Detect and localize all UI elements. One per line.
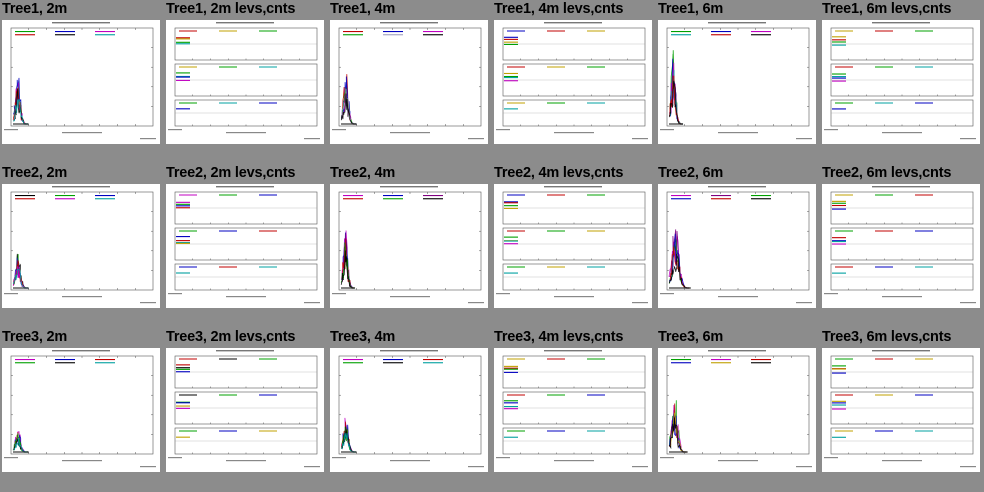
plot-cell[interactable]: Tree1, 6m levs,cnts [820,0,984,164]
plot-thumbnail[interactable] [330,184,488,308]
plot-thumbnail[interactable] [166,184,324,308]
plot-cell[interactable]: Tree3, 2m [0,328,164,492]
plot-title: Tree1, 2m [2,1,68,17]
plot-cell[interactable]: Tree2, 6m [656,164,820,328]
plot-title: Tree3, 4m [330,329,396,345]
plot-title: Tree1, 4m levs,cnts [494,1,624,17]
plot-title: Tree2, 6m levs,cnts [822,165,952,181]
plot-thumbnail[interactable] [658,184,816,308]
plot-thumbnail[interactable] [166,348,324,472]
plot-thumbnail[interactable] [330,348,488,472]
plot-title: Tree3, 2m [2,329,68,345]
plot-image [496,22,648,140]
plot-title: Tree3, 2m levs,cnts [166,329,296,345]
plot-thumbnail[interactable] [2,184,160,308]
plot-image [4,350,156,468]
plot-cell[interactable]: Tree2, 4m levs,cnts [492,164,656,328]
plot-cell[interactable]: Tree1, 2m [0,0,164,164]
plot-image [332,350,484,468]
plot-image [4,22,156,140]
plot-title: Tree1, 4m [330,1,396,17]
plot-thumbnail[interactable] [330,20,488,144]
plot-cell[interactable]: Tree3, 6m levs,cnts [820,328,984,492]
plot-thumbnail[interactable] [494,184,652,308]
plot-title: Tree2, 2m levs,cnts [166,165,296,181]
plot-cell[interactable]: Tree1, 2m levs,cnts [164,0,328,164]
plot-cell[interactable]: Tree1, 6m [656,0,820,164]
plot-image [496,186,648,304]
plot-image [168,350,320,468]
plot-image [660,186,812,304]
plot-cell[interactable]: Tree1, 4m levs,cnts [492,0,656,164]
plot-title: Tree3, 6m [658,329,724,345]
plot-thumbnail[interactable] [2,20,160,144]
plot-cell[interactable]: Tree3, 6m [656,328,820,492]
plot-image [4,186,156,304]
plot-title: Tree1, 6m levs,cnts [822,1,952,17]
plot-cell[interactable]: Tree3, 4m levs,cnts [492,328,656,492]
plot-cell[interactable]: Tree2, 2m levs,cnts [164,164,328,328]
plot-title: Tree1, 6m [658,1,724,17]
plot-image [332,22,484,140]
plot-image [168,186,320,304]
plot-title: Tree3, 4m levs,cnts [494,329,624,345]
plot-image [824,350,976,468]
plot-thumbnail[interactable] [822,348,980,472]
plot-cell[interactable]: Tree3, 2m levs,cnts [164,328,328,492]
plot-thumbnail[interactable] [494,348,652,472]
plot-thumbnail[interactable] [658,348,816,472]
plot-cell[interactable]: Tree2, 4m [328,164,492,328]
plot-cell[interactable]: Tree2, 6m levs,cnts [820,164,984,328]
plot-title: Tree2, 6m [658,165,724,181]
plot-title: Tree2, 4m [330,165,396,181]
plot-thumbnail[interactable] [822,20,980,144]
plot-thumbnail[interactable] [166,20,324,144]
plot-image [824,186,976,304]
plot-thumbnail[interactable] [658,20,816,144]
plot-image [660,350,812,468]
plot-title: Tree1, 2m levs,cnts [166,1,296,17]
plot-title: Tree2, 4m levs,cnts [494,165,624,181]
plot-image [168,22,320,140]
plot-image [496,350,648,468]
plot-title: Tree3, 6m levs,cnts [822,329,952,345]
plot-image [332,186,484,304]
plot-title: Tree2, 2m [2,165,68,181]
plot-cell[interactable]: Tree1, 4m [328,0,492,164]
plot-image [824,22,976,140]
plot-thumbnail[interactable] [494,20,652,144]
plot-thumbnail[interactable] [822,184,980,308]
plot-cell[interactable]: Tree3, 4m [328,328,492,492]
plot-cell[interactable]: Tree2, 2m [0,164,164,328]
plot-thumbnail[interactable] [2,348,160,472]
plot-image [660,22,812,140]
